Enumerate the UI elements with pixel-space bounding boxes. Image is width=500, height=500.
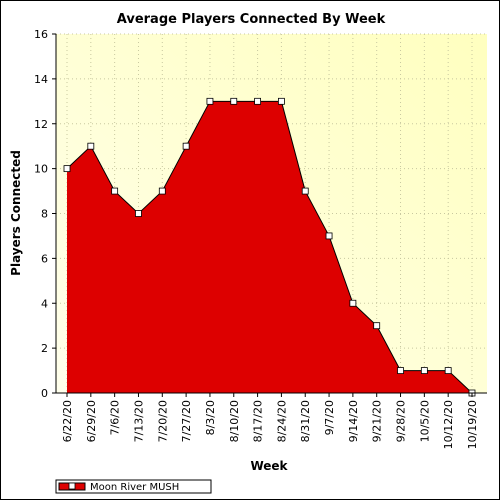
- y-tick-label: 6: [41, 252, 48, 265]
- x-tick-label: 8/24/20: [275, 400, 288, 442]
- data-point: [87, 142, 95, 150]
- y-tick-label: 2: [41, 342, 48, 355]
- y-tick-label: 16: [34, 28, 48, 41]
- area-outline: [66, 100, 473, 394]
- chart-title: Average Players Connected By Week: [117, 12, 386, 27]
- data-point: [158, 187, 166, 195]
- x-tick-label: 9/21/20: [371, 400, 384, 442]
- legend-box: [55, 479, 212, 494]
- data-point: [230, 97, 238, 105]
- x-tick-label: 8/3/20: [204, 400, 217, 435]
- x-tick-label: 9/7/20: [323, 400, 336, 435]
- x-tick-labels: 6/22/20 6/29/20 7/6/20 7/13/20 7/20/20 7/27/2…: [61, 400, 479, 449]
- x-tick-label: 9/14/20: [347, 400, 360, 442]
- data-point: [63, 165, 71, 173]
- data-point: [278, 97, 285, 105]
- y-tick-label: 14: [34, 73, 48, 86]
- x-tick-label: 6/29/20: [85, 400, 98, 442]
- y-tick-label: 4: [41, 297, 48, 310]
- y-tick-label: 12: [34, 118, 48, 131]
- data-point: [206, 97, 214, 105]
- x-tick-label: 7/27/20: [180, 400, 193, 442]
- data-point: [373, 322, 381, 330]
- data-point: [397, 367, 404, 374]
- x-tick-label: 7/6/20: [109, 400, 122, 435]
- data-point: [254, 97, 261, 105]
- x-tick-label: 7/20/20: [156, 400, 169, 442]
- data-point: [301, 187, 309, 195]
- y-tick-label: 0: [41, 387, 48, 400]
- x-tick-label: 10/12/20: [442, 400, 455, 449]
- x-tick-label: 8/17/20: [252, 400, 265, 442]
- series-area: [66, 100, 473, 394]
- x-tick-label: 8/31/20: [299, 400, 312, 442]
- legend: Moon River MUSH: [55, 479, 212, 494]
- y-tick-label: 8: [41, 208, 48, 221]
- legend-marker: [68, 482, 76, 490]
- data-point: [111, 187, 119, 195]
- area-fill: [67, 101, 472, 393]
- data-point: [135, 210, 142, 217]
- y-tick-label: 10: [34, 163, 48, 176]
- x-tick-label: 10/5/20: [418, 400, 431, 442]
- data-point: [420, 367, 428, 374]
- series-markers: [63, 97, 476, 397]
- x-tick-label: 7/13/20: [132, 400, 145, 442]
- y-tick-labels: 0 2 4 6 8 10 12 14 16: [34, 28, 48, 400]
- y-axis-label: Players Connected: [9, 150, 23, 276]
- x-tick-label: 8/10/20: [228, 400, 241, 442]
- legend-series-name: Moon River MUSH: [90, 482, 179, 493]
- axes: [52, 33, 487, 397]
- data-point: [349, 299, 357, 307]
- x-axis-label: Week: [250, 459, 288, 473]
- data-point: [325, 232, 333, 240]
- data-point: [444, 367, 452, 374]
- x-tick-label: 10/19/20: [466, 400, 479, 449]
- data-point: [182, 142, 190, 150]
- x-tick-label: 9/28/20: [395, 400, 408, 442]
- x-tick-label: 6/22/20: [61, 400, 74, 442]
